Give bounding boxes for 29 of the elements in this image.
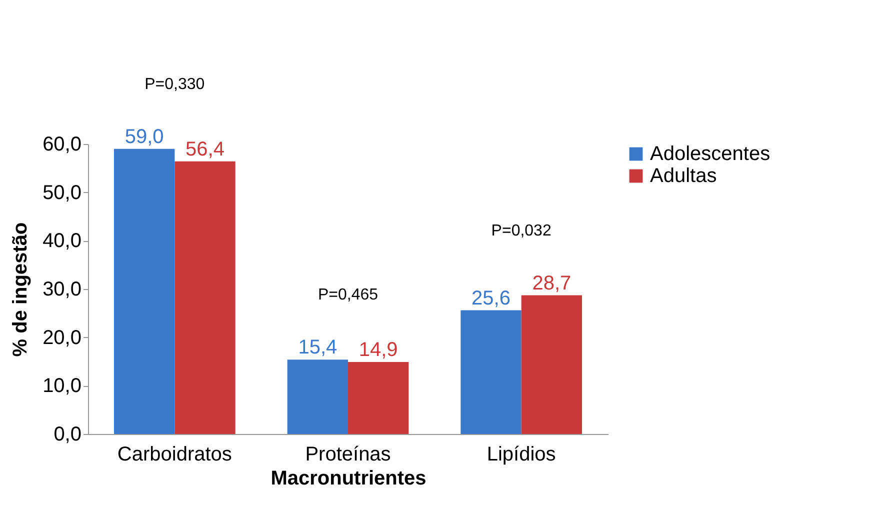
data-label: 56,4 [186,138,224,160]
bar [521,295,582,434]
annotation: P=0,465 [318,286,378,304]
data-label: 14,9 [358,338,398,361]
y-tick-label: 50,0 [42,182,82,204]
y-tick-label: 60,0 [42,134,82,156]
legend-label: Adolescentes [650,143,770,165]
y-axis-title: % de ingestão [10,222,32,357]
data-label: 25,6 [472,287,510,310]
bar [174,161,236,434]
x-tick-label: Proteínas [305,444,391,466]
y-tick-label: 10,0 [42,375,82,398]
bar [287,360,348,434]
bar [348,362,409,434]
x-tick-label: Carboidratos [117,444,232,466]
y-tick-label: 40,0 [42,230,82,252]
bar [114,148,175,434]
annotation: P=0,032 [491,222,552,240]
data-label: 15,4 [298,336,338,359]
data-label: 59,0 [124,126,164,148]
x-axis-title: Macronutrientes [270,468,426,490]
y-tick-label: 0,0 [54,424,82,446]
x-tick-label: Lipídios [486,444,556,466]
y-tick-label: 20,0 [42,326,82,349]
bar [460,310,522,434]
y-tick-label: 30,0 [42,278,82,300]
data-label: 28,7 [532,272,572,294]
text: P=0,330 [144,76,205,93]
legend-label: Adultas [650,165,717,187]
